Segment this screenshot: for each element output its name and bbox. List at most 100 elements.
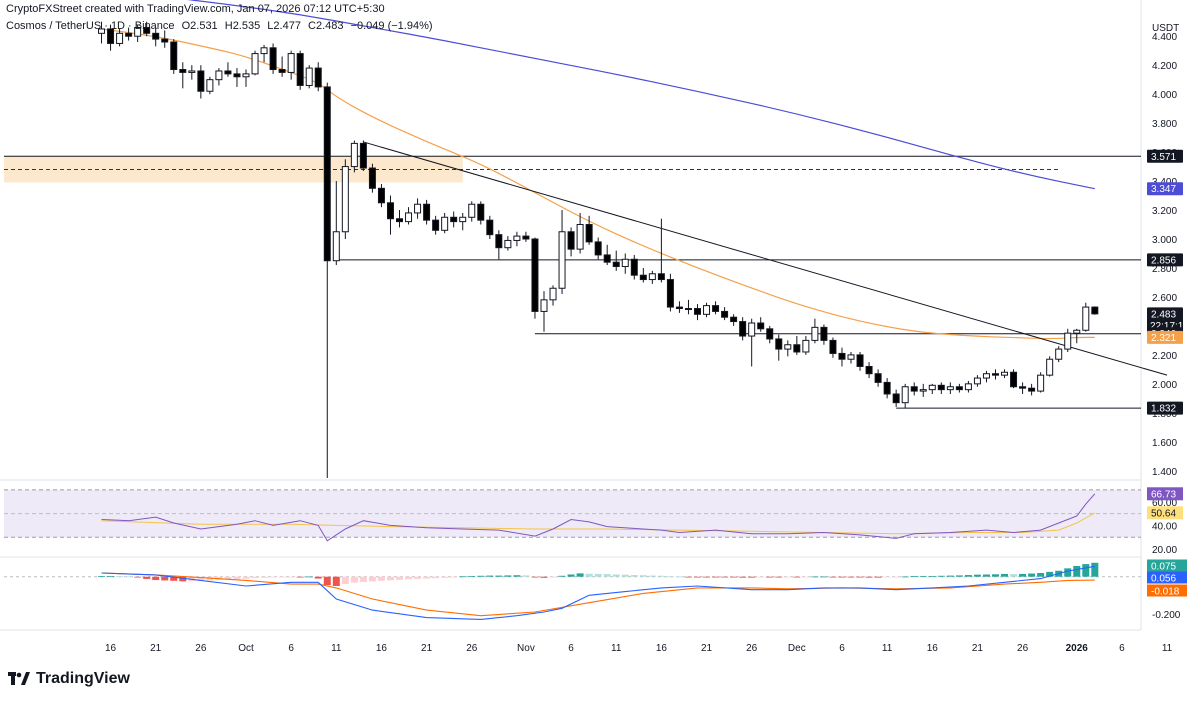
candle-body [233, 73, 241, 78]
time-tick-label: 26 [195, 643, 207, 654]
candle-body [802, 339, 810, 353]
macd-value-label-box [1147, 584, 1187, 597]
rsi-ma-value-label-text: 50.64 [1151, 508, 1176, 519]
macd-histogram-bar [432, 576, 440, 579]
time-tick-label: 21 [701, 643, 713, 654]
macd-histogram-bar [793, 576, 801, 578]
time-tick-label: 16 [927, 643, 939, 654]
candle-body [188, 70, 196, 73]
candle [1073, 328, 1081, 344]
symbol-label: Cosmos / TetherUS · 1D · Binance [6, 20, 175, 32]
price-label-box [1147, 182, 1183, 196]
candle [531, 237, 539, 319]
macd-histogram-bar [251, 576, 259, 579]
candle [820, 324, 828, 345]
candle [856, 351, 864, 371]
macd-histogram-bar [450, 576, 458, 578]
candle [396, 210, 404, 228]
time-tick-label: 11 [331, 643, 342, 654]
macd-histogram-bar [441, 576, 449, 578]
candle-body [215, 70, 223, 81]
candle [567, 227, 575, 257]
candle-body [197, 70, 205, 92]
macd-histogram-bar [919, 575, 927, 577]
candle [287, 50, 295, 80]
price-label-level: 2.856 [1147, 253, 1183, 267]
candle [522, 231, 530, 242]
candle-body [612, 261, 620, 268]
candle-body [757, 322, 765, 330]
macd-histogram-bar [125, 576, 133, 578]
macd-histogram-bar [991, 574, 999, 577]
macd-histogram-bar [721, 576, 729, 578]
candle [630, 254, 638, 280]
time-tick-label: 26 [746, 643, 758, 654]
candle-body [296, 53, 304, 86]
candle-body [486, 219, 494, 236]
macd-histogram-bar [838, 576, 846, 578]
candle-body [116, 32, 124, 44]
macd-histogram-bar [675, 576, 683, 578]
price-tick-label: 3.000 [1152, 235, 1177, 246]
candle [594, 237, 602, 260]
time-tick-label: 11 [882, 643, 893, 654]
time-tick-label: 6 [839, 643, 845, 654]
candle-body [377, 187, 385, 204]
candle [694, 304, 701, 321]
candle-body [1037, 374, 1045, 392]
rsi-tick-label: 20.00 [1152, 545, 1177, 556]
candle-body [712, 305, 720, 312]
candle [675, 301, 683, 313]
candle-body [386, 202, 394, 220]
candle-body [504, 239, 512, 249]
candle-body [522, 235, 530, 240]
candle [1055, 346, 1063, 363]
macd-histogram-bar [170, 576, 178, 581]
macd-histogram-bar [477, 575, 485, 577]
candle [775, 334, 783, 361]
macd-histogram-bar [666, 576, 674, 578]
macd-histogram-bar [973, 574, 981, 577]
candle-body [639, 274, 647, 281]
candle-body [567, 231, 575, 250]
macd-signal-line [101, 572, 1095, 617]
macd-histogram-bar [748, 576, 756, 578]
candle [865, 362, 873, 379]
candle [161, 30, 169, 48]
candle-body [269, 47, 277, 71]
price-tick-label: 1.400 [1152, 467, 1177, 478]
macd-histogram-bar [423, 576, 431, 579]
macd-histogram-bar [359, 576, 367, 582]
macd-histogram-bar [224, 576, 232, 580]
time-tick-label: 6 [288, 643, 294, 654]
macd-histogram-bar [549, 576, 557, 578]
tradingview-logo[interactable]: TradingView [8, 670, 130, 688]
candle [666, 273, 674, 312]
candle-body [368, 167, 376, 189]
macd-histogram-bar [179, 576, 187, 582]
macd-histogram-bar [468, 575, 476, 577]
candle [1019, 382, 1027, 394]
candle [964, 380, 972, 393]
macd-histogram-bar [405, 576, 413, 580]
candle-body [332, 231, 340, 262]
macd-histogram-bar [802, 576, 810, 578]
candle [910, 382, 918, 396]
candle-body [955, 386, 963, 391]
macd-histogram-bar [576, 573, 584, 577]
chart-header: CryptoFXStreet created with TradingView.… [6, 3, 385, 15]
macd-value-label-text: -0.018 [1151, 587, 1180, 598]
macd-histogram-bar [305, 576, 313, 578]
macd-histogram-bar [621, 574, 629, 577]
candle-body [414, 203, 422, 214]
price-label-value: 1.832 [1151, 404, 1176, 415]
candle-body [892, 393, 900, 404]
rsi-ma-value-label: 50.64 [1147, 506, 1183, 520]
macd-histogram-bar [377, 576, 385, 581]
candle [648, 270, 656, 284]
candle-body [359, 142, 367, 169]
candle-body [314, 67, 322, 88]
macd-histogram-bar [1046, 571, 1054, 577]
candle [847, 351, 855, 364]
